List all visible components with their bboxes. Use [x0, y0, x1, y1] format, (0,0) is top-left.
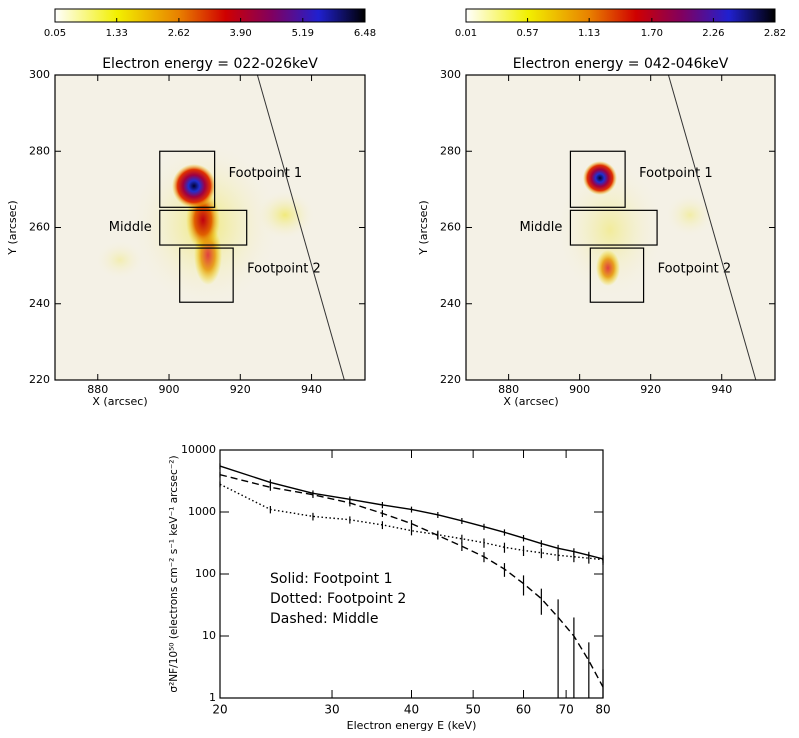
- y-axis-label: σ²NF/10⁵⁰ (electrons cm⁻² s⁻¹ keV⁻¹ arcs…: [168, 455, 180, 692]
- x-axis-label: Electron energy E (keV): [347, 719, 477, 732]
- y-tick-label: 220: [29, 373, 50, 386]
- colorbar-tick-label: 2.62: [168, 28, 190, 39]
- region-box: [159, 209, 248, 246]
- y-tick-label: 10000: [181, 443, 216, 456]
- y-tick-label: 260: [29, 221, 50, 234]
- x-tick-label: 880: [498, 383, 519, 396]
- y-axis-label: Y (arcsec): [6, 200, 19, 255]
- y-axis-label: Y (arcsec): [417, 200, 430, 255]
- y-tick-label: 280: [440, 144, 461, 157]
- colorbar-tick-label: 0.57: [516, 28, 538, 39]
- y-tick-label: 1: [209, 691, 216, 704]
- x-tick-label: 880: [87, 383, 108, 396]
- x-axis-label: X (arcsec): [92, 395, 147, 408]
- x-tick-label: 40: [404, 703, 419, 717]
- series-line: [219, 465, 604, 560]
- x-tick-label: 50: [466, 703, 481, 717]
- y-tick-label: 220: [440, 373, 461, 386]
- region-box: [179, 247, 234, 303]
- region-label: Footpoint 1: [229, 166, 303, 181]
- y-tick-label: 10: [202, 629, 216, 642]
- x-tick-label: 60: [516, 703, 531, 717]
- colorbar: [54, 8, 366, 23]
- colorbar-tick-label: 1.33: [106, 28, 128, 39]
- y-tick-label: 240: [440, 297, 461, 310]
- y-tick-label: 1000: [188, 505, 216, 518]
- y-tick-label: 300: [440, 68, 461, 81]
- x-tick-label: 940: [301, 383, 322, 396]
- x-tick-label: 940: [711, 383, 732, 396]
- legend-entry: Dashed: Middle: [270, 611, 378, 627]
- region-box: [159, 150, 216, 208]
- region-label: Footpoint 2: [658, 262, 732, 277]
- colorbar-tick-label: 5.19: [292, 28, 314, 39]
- colorbar-tick-label: 3.90: [229, 28, 251, 39]
- chart-title: Electron energy = 042-046keV: [513, 56, 729, 72]
- x-tick-label: 70: [558, 703, 573, 717]
- x-tick-label: 30: [324, 703, 339, 717]
- y-tick-label: 240: [29, 297, 50, 310]
- legend-entry: Solid: Footpoint 1: [270, 571, 393, 587]
- colorbar-tick-label: 0.05: [44, 28, 66, 39]
- series-line: [219, 483, 604, 561]
- y-tick-label: 100: [195, 567, 216, 580]
- colorbar-tick-label: 2.26: [702, 28, 724, 39]
- colorbar: [465, 8, 776, 23]
- y-tick-label: 260: [440, 221, 461, 234]
- chart-title: Electron energy = 022-026keV: [102, 56, 318, 72]
- colorbar-tick-label: 2.82: [764, 28, 786, 39]
- colorbar-tick-label: 1.13: [578, 28, 600, 39]
- x-tick-label: 900: [159, 383, 180, 396]
- limb-curve: [256, 74, 345, 381]
- x-tick-label: 920: [640, 383, 661, 396]
- colorbar-tick-label: 0.01: [455, 28, 477, 39]
- y-tick-label: 300: [29, 68, 50, 81]
- x-tick-label: 920: [230, 383, 251, 396]
- region-box: [569, 209, 658, 246]
- x-tick-label: 20: [212, 703, 227, 717]
- colorbar-tick-label: 6.48: [354, 28, 376, 39]
- x-axis-label: X (arcsec): [503, 395, 558, 408]
- region-label: Footpoint 2: [247, 262, 321, 277]
- x-tick-label: 80: [595, 703, 610, 717]
- region-label: Footpoint 1: [639, 166, 713, 181]
- series-line: [219, 473, 604, 688]
- region-label: Middle: [109, 220, 152, 235]
- heatmap-image-1: [55, 75, 365, 380]
- x-tick-label: 900: [569, 383, 590, 396]
- legend-entry: Dotted: Footpoint 2: [270, 591, 406, 607]
- limb-curve: [667, 74, 757, 381]
- heatmap-image-2: [466, 75, 775, 380]
- region-box: [589, 247, 645, 303]
- region-label: Middle: [519, 220, 562, 235]
- region-box: [569, 150, 626, 208]
- y-tick-label: 280: [29, 144, 50, 157]
- colorbar-tick-label: 1.70: [641, 28, 663, 39]
